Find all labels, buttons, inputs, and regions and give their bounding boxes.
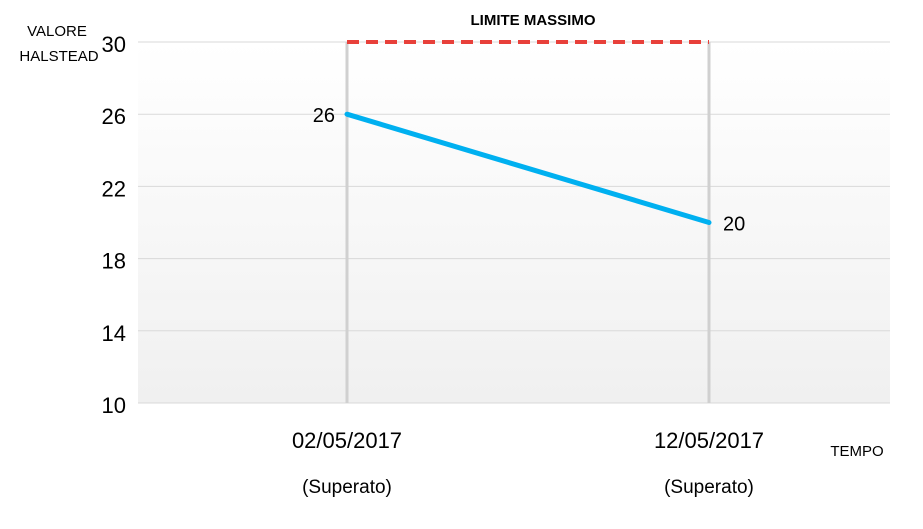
x-tick-sublabel: (Superato) <box>302 477 392 498</box>
x-tick-labels: 02/05/2017 (Superato) 12/05/2017 (Superato) <box>292 428 764 498</box>
y-tick-label: 18 <box>102 249 126 274</box>
y-axis-title-line-1: VALORE <box>27 23 87 40</box>
y-tick-label: 22 <box>102 176 126 201</box>
y-axis-title-line-2: HALSTEAD <box>19 48 98 65</box>
gridlines <box>138 41 890 404</box>
y-tick-label: 26 <box>102 104 126 129</box>
y-tick-labels: 10 14 18 22 26 30 <box>102 32 126 418</box>
y-tick-label: 14 <box>102 321 126 346</box>
y-tick-label: 10 <box>102 393 126 418</box>
x-axis-title: TEMPO <box>830 443 883 460</box>
x-tick-sublabel: (Superato) <box>664 477 754 498</box>
threshold-label: LIMITE MASSIMO <box>471 12 596 29</box>
series-group: 26 20 <box>313 105 746 235</box>
series-line <box>344 111 712 225</box>
data-label: 20 <box>723 214 745 236</box>
data-label: 26 <box>313 105 335 127</box>
x-tick-label: 02/05/2017 <box>292 428 402 453</box>
y-tick-label: 30 <box>102 32 126 57</box>
x-tick-label: 12/05/2017 <box>654 428 764 453</box>
plot-area <box>138 42 890 403</box>
